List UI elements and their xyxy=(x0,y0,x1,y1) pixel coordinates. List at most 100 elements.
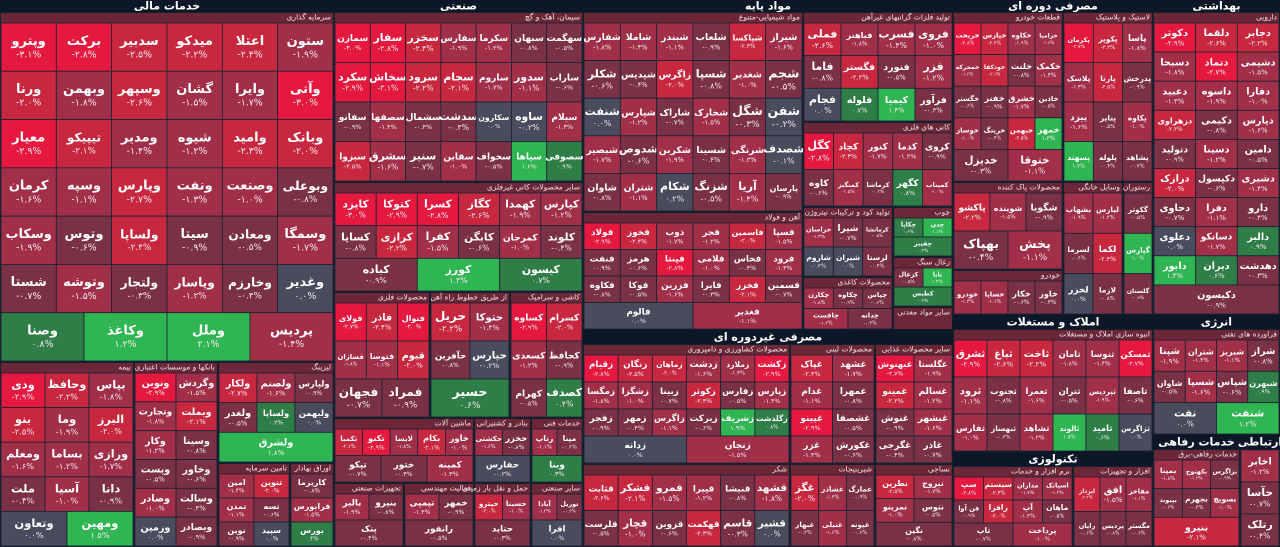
stock-tile[interactable] xyxy=(166,167,223,217)
stock-tile[interactable] xyxy=(583,275,621,303)
stock-tile[interactable] xyxy=(980,54,1009,87)
stock-tile[interactable] xyxy=(531,519,583,547)
stock-tile[interactable] xyxy=(922,169,953,207)
stock-tile[interactable] xyxy=(1122,22,1153,63)
stock-tile[interactable] xyxy=(765,172,803,212)
stock-tile[interactable] xyxy=(1216,339,1249,372)
stock-tile[interactable] xyxy=(953,339,988,378)
stock-tile[interactable] xyxy=(1240,449,1280,483)
stock-tile[interactable] xyxy=(1052,413,1087,452)
stock-tile[interactable] xyxy=(458,192,501,227)
stock-tile[interactable] xyxy=(583,60,621,99)
stock-tile[interactable] xyxy=(619,275,658,303)
stock-tile[interactable] xyxy=(540,192,583,227)
stock-tile[interactable] xyxy=(953,117,982,150)
stock-tile[interactable] xyxy=(253,497,290,523)
stock-tile[interactable] xyxy=(893,236,953,257)
stock-tile[interactable] xyxy=(368,493,404,521)
stock-tile[interactable] xyxy=(1216,402,1280,435)
stock-tile[interactable] xyxy=(765,249,803,277)
stock-tile[interactable] xyxy=(1092,232,1123,275)
stock-tile[interactable] xyxy=(1118,376,1153,415)
stock-tile[interactable] xyxy=(253,473,290,499)
stock-tile[interactable] xyxy=(656,135,694,174)
stock-tile[interactable] xyxy=(397,340,430,380)
stock-tile[interactable] xyxy=(1085,413,1120,452)
stock-tile[interactable] xyxy=(1236,255,1280,286)
stock-tile[interactable] xyxy=(556,428,583,456)
stock-tile[interactable] xyxy=(417,428,446,456)
stock-tile[interactable] xyxy=(256,372,296,404)
stock-tile[interactable] xyxy=(1118,339,1153,378)
stock-tile[interactable] xyxy=(0,264,57,314)
stock-tile[interactable] xyxy=(88,441,134,478)
stock-tile[interactable] xyxy=(1099,476,1127,512)
stock-tile[interactable] xyxy=(277,264,334,314)
stock-tile[interactable] xyxy=(953,376,988,415)
stock-tile[interactable] xyxy=(546,62,583,103)
stock-tile[interactable] xyxy=(656,22,694,61)
stock-tile[interactable] xyxy=(1247,370,1280,404)
stock-tile[interactable] xyxy=(475,141,512,182)
stock-tile[interactable] xyxy=(134,459,177,489)
stock-tile[interactable] xyxy=(686,435,790,464)
stock-tile[interactable] xyxy=(369,22,406,63)
stock-tile[interactable] xyxy=(0,119,57,169)
stock-tile[interactable] xyxy=(546,101,583,142)
stock-tile[interactable] xyxy=(728,172,767,212)
stock-tile[interactable] xyxy=(334,519,404,547)
stock-tile[interactable] xyxy=(474,519,531,547)
stock-tile[interactable] xyxy=(510,302,547,342)
stock-tile[interactable] xyxy=(720,354,756,383)
stock-tile[interactable] xyxy=(111,215,168,265)
stock-tile[interactable] xyxy=(1019,413,1054,452)
stock-tile[interactable] xyxy=(166,22,223,72)
stock-tile[interactable] xyxy=(583,172,621,212)
stock-tile[interactable] xyxy=(803,169,835,207)
stock-tile[interactable] xyxy=(1240,513,1280,547)
stock-tile[interactable] xyxy=(1122,62,1153,103)
stock-tile[interactable] xyxy=(617,354,653,383)
stock-tile[interactable] xyxy=(546,22,583,63)
stock-tile[interactable] xyxy=(728,60,767,99)
stock-tile[interactable] xyxy=(111,264,168,314)
stock-tile[interactable] xyxy=(583,302,694,330)
stock-tile[interactable] xyxy=(1123,192,1153,234)
stock-tile[interactable] xyxy=(175,430,218,460)
stock-tile[interactable] xyxy=(892,169,923,207)
stock-tile[interactable] xyxy=(444,428,474,456)
stock-tile[interactable] xyxy=(583,354,619,383)
stock-tile[interactable] xyxy=(583,222,621,250)
stock-tile[interactable] xyxy=(832,354,875,383)
stock-tile[interactable] xyxy=(877,55,916,89)
stock-tile[interactable] xyxy=(221,167,279,217)
stock-tile[interactable] xyxy=(0,215,57,265)
stock-tile[interactable] xyxy=(221,119,279,169)
stock-tile[interactable] xyxy=(440,141,477,182)
stock-tile[interactable] xyxy=(166,119,223,169)
stock-tile[interactable] xyxy=(1240,481,1280,515)
stock-tile[interactable] xyxy=(803,87,842,122)
stock-tile[interactable] xyxy=(55,264,113,314)
stock-tile[interactable] xyxy=(1153,109,1197,140)
stock-tile[interactable] xyxy=(0,510,68,547)
stock-tile[interactable] xyxy=(502,493,531,521)
stock-tile[interactable] xyxy=(875,354,915,383)
stock-tile[interactable] xyxy=(294,372,334,404)
stock-tile[interactable] xyxy=(875,435,915,464)
stock-tile[interactable] xyxy=(583,510,619,547)
stock-tile[interactable] xyxy=(334,302,367,342)
stock-tile[interactable] xyxy=(619,249,658,277)
stock-tile[interactable] xyxy=(469,340,510,380)
stock-tile[interactable] xyxy=(365,302,399,342)
stock-tile[interactable] xyxy=(619,97,658,137)
stock-tile[interactable] xyxy=(619,60,658,99)
stock-tile[interactable] xyxy=(1195,255,1238,286)
stock-tile[interactable] xyxy=(1153,516,1240,547)
stock-tile[interactable] xyxy=(790,510,820,547)
stock-tile[interactable] xyxy=(617,474,653,511)
stock-tile[interactable] xyxy=(440,62,477,103)
stock-tile[interactable] xyxy=(583,249,621,277)
stock-tile[interactable] xyxy=(651,381,687,410)
stock-tile[interactable] xyxy=(765,222,803,250)
